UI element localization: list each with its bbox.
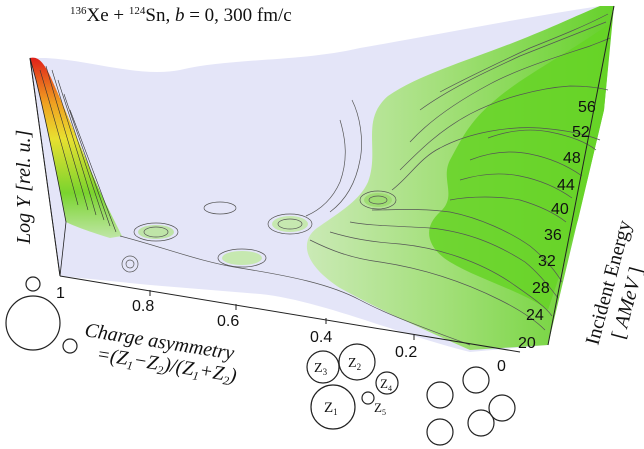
fragment-label-z5: Z5: [374, 400, 386, 417]
title-sep: ,: [165, 5, 175, 26]
island-contours: [121, 190, 397, 273]
partition-diagram-asymmetric: [5, 276, 78, 354]
green-island-2: [222, 251, 262, 265]
title-plus: +: [109, 5, 129, 26]
chart-title: 136Xe + 124Sn, b = 0, 300 fm/c: [70, 5, 292, 26]
x-axis: 1 0.8 0.6 0.4 0.2 0: [56, 285, 506, 375]
x-tick-label: 0.8: [132, 298, 154, 315]
y-tick-label: 20: [518, 335, 536, 352]
fragment-label-z1: Z1: [324, 400, 338, 417]
y-tick-label: 44: [557, 177, 575, 194]
fragment-sub-3: 3: [323, 367, 328, 377]
fragment-sub-5: 5: [382, 408, 386, 417]
x-tick-label: 1: [56, 285, 65, 302]
x-axis-label-line2: =(Z1−Z2)/(Z1+Z2): [95, 343, 239, 389]
y-tick-label: 36: [544, 227, 562, 244]
y-axis: 20 24 28 32 36 40 44 48 52 56: [518, 99, 596, 352]
ridge-front-face: [29, 57, 67, 277]
surface-contours: [119, 13, 611, 346]
ridge-contours: [39, 65, 117, 233]
y-tick-label: 52: [572, 124, 590, 141]
y-tick-label: 32: [538, 253, 556, 270]
x-tick-label: 0.4: [310, 329, 332, 346]
title-b: b: [175, 5, 185, 26]
plot-box: [29, 5, 615, 353]
green-island-3: [272, 216, 308, 232]
fragment-sub-2: 2: [357, 362, 362, 372]
z-axis-label: Log Y [rel. u.]: [13, 130, 35, 245]
y-tick-label: 40: [551, 201, 569, 218]
partition-diagram-labelled: Z3 Z2 Z4 Z1 Z5: [306, 343, 399, 430]
fragment-sub-1: 1: [333, 407, 338, 417]
y-tick-label: 28: [532, 280, 550, 297]
x-tick-label: 0.2: [395, 344, 417, 361]
y-tick-label: 48: [563, 150, 581, 167]
x-tick-label: 0: [497, 358, 506, 375]
fragment-label-z2: Z2: [348, 356, 361, 372]
fragment-sub-4: 4: [388, 384, 392, 393]
y-tick-label: 24: [526, 307, 544, 324]
title-rest: = 0, 300 fm/c: [184, 5, 291, 26]
title-element-1: Xe: [87, 5, 109, 26]
title-element-2: Sn: [145, 5, 166, 26]
title-mass-2: 124: [129, 5, 146, 17]
x-tick-label: 0.6: [217, 313, 239, 330]
green-island-4: [364, 193, 392, 207]
partition-diagram-symmetric: [426, 366, 516, 446]
title-mass-1: 136: [70, 5, 87, 17]
fragment-label-z3: Z3: [314, 361, 328, 377]
fragment-label-z4: Z4: [380, 376, 392, 393]
y-tick-label: 56: [578, 99, 596, 116]
